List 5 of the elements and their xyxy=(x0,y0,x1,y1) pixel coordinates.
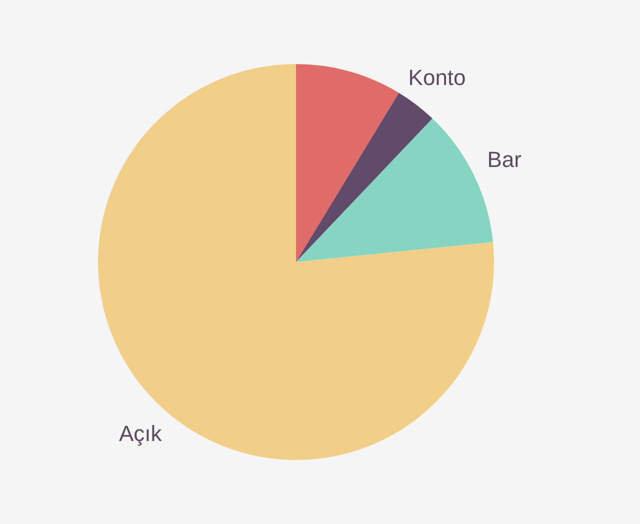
slice-label: Konto xyxy=(408,64,466,90)
slice-label: Bar xyxy=(487,146,522,172)
slice-label: Açık xyxy=(119,421,163,446)
pie-slice xyxy=(296,64,399,262)
pie-slice xyxy=(296,92,432,262)
